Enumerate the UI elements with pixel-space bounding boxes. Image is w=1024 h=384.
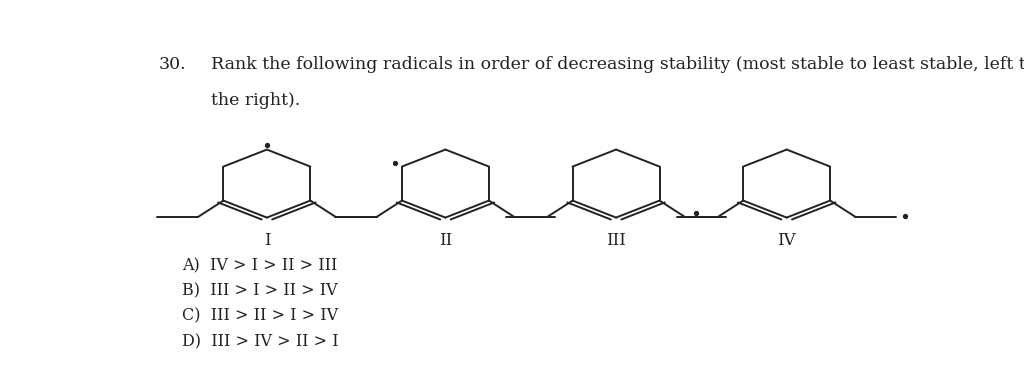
Text: A)  IV > I > II > III: A) IV > I > II > III — [182, 258, 337, 275]
Text: D)  III > IV > II > I: D) III > IV > II > I — [182, 333, 339, 350]
Text: IV: IV — [777, 232, 796, 249]
Text: C)  III > II > I > IV: C) III > II > I > IV — [182, 308, 338, 325]
Text: Rank the following radicals in order of decreasing stability (most stable to lea: Rank the following radicals in order of … — [211, 56, 1024, 73]
Text: I: I — [263, 232, 270, 249]
Text: B)  III > I > II > IV: B) III > I > II > IV — [182, 283, 338, 300]
Text: 30.: 30. — [158, 56, 185, 73]
Text: III: III — [606, 232, 626, 249]
Text: the right).: the right). — [211, 92, 301, 109]
Text: II: II — [439, 232, 452, 249]
